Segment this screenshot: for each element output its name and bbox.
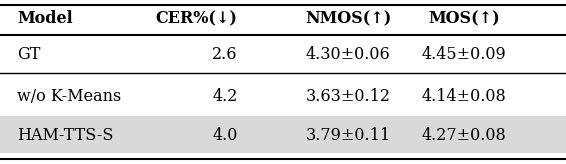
Text: GT: GT bbox=[17, 46, 40, 63]
Text: CER%(↓): CER%(↓) bbox=[156, 10, 238, 27]
Text: 4.45±0.09: 4.45±0.09 bbox=[422, 46, 507, 63]
Text: NMOS(↑): NMOS(↑) bbox=[305, 10, 391, 27]
Text: 3.63±0.12: 3.63±0.12 bbox=[306, 88, 391, 105]
Bar bbox=[0, 116, 566, 153]
Text: MOS(↑): MOS(↑) bbox=[428, 10, 500, 27]
Text: 4.2: 4.2 bbox=[212, 88, 238, 105]
Text: 4.0: 4.0 bbox=[212, 127, 238, 144]
Text: 3.79±0.11: 3.79±0.11 bbox=[306, 127, 391, 144]
Text: w/o K-Means: w/o K-Means bbox=[17, 88, 121, 105]
Text: 2.6: 2.6 bbox=[212, 46, 238, 63]
Text: 4.14±0.08: 4.14±0.08 bbox=[422, 88, 507, 105]
Text: HAM-TTS-S: HAM-TTS-S bbox=[17, 127, 113, 144]
Text: 4.27±0.08: 4.27±0.08 bbox=[422, 127, 507, 144]
Text: Model: Model bbox=[17, 10, 72, 27]
Text: 4.30±0.06: 4.30±0.06 bbox=[306, 46, 391, 63]
